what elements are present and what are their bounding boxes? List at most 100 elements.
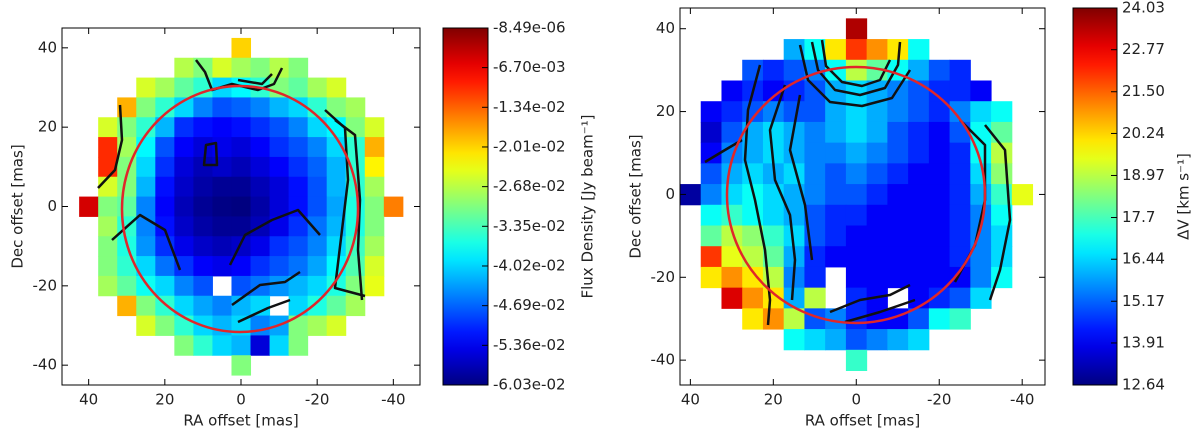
- cell: [364, 216, 385, 237]
- cell: [193, 156, 213, 178]
- cell: [742, 225, 764, 247]
- cell: [845, 266, 868, 289]
- cell: [908, 246, 930, 268]
- cell: [174, 57, 194, 79]
- cell: [212, 97, 232, 118]
- cell: [700, 142, 722, 164]
- cell: [949, 225, 971, 247]
- cell: [136, 176, 156, 198]
- cell: [288, 216, 309, 237]
- cell: [908, 184, 930, 206]
- cell: [307, 156, 328, 178]
- cell: [98, 216, 118, 237]
- cell: [949, 59, 971, 81]
- colorbar-tick-label: -4.69e-02: [493, 296, 566, 314]
- x-tick-label: -40: [381, 391, 406, 409]
- cell: [136, 315, 156, 336]
- cell: [742, 308, 764, 330]
- cell: [117, 275, 137, 297]
- cell: [231, 117, 252, 138]
- cell: [845, 184, 868, 206]
- y-tick-label: 40: [38, 38, 57, 56]
- cell: [970, 163, 992, 185]
- cell: [326, 236, 347, 257]
- cell: [887, 163, 909, 185]
- cell: [307, 315, 328, 336]
- cell: [326, 176, 347, 198]
- y-tick-label: 0: [665, 185, 675, 203]
- cell: [155, 275, 175, 297]
- cell: [928, 80, 951, 102]
- cell: [307, 176, 328, 198]
- cell: [231, 335, 252, 356]
- cell: [307, 256, 328, 277]
- cell: [887, 184, 909, 206]
- cell: [155, 77, 175, 98]
- cell: [307, 137, 328, 158]
- cell: [269, 97, 290, 118]
- cell: [928, 225, 951, 247]
- cell: [928, 101, 951, 123]
- cell: [193, 275, 213, 297]
- cell: [231, 156, 252, 178]
- cell: [307, 236, 328, 257]
- cell: [174, 117, 194, 138]
- cell: [991, 121, 1013, 144]
- cell: [193, 176, 213, 198]
- cell: [174, 137, 194, 158]
- cell: [364, 137, 385, 158]
- cell: [307, 117, 328, 138]
- cell: [155, 117, 175, 138]
- cell: [155, 216, 175, 237]
- cell: [174, 335, 194, 356]
- plot-frame: [679, 7, 1046, 386]
- cell: [307, 275, 328, 297]
- cell: [136, 295, 156, 317]
- cell: [721, 225, 743, 247]
- cell: [250, 335, 271, 356]
- cell: [174, 275, 194, 297]
- cell: [866, 121, 888, 144]
- cell: [98, 236, 118, 257]
- cell: [908, 39, 930, 61]
- cell: [783, 101, 805, 123]
- cell: [887, 329, 909, 351]
- cell: [98, 196, 118, 217]
- cell: [193, 117, 213, 138]
- cell: [269, 176, 290, 198]
- cell: [845, 18, 868, 40]
- y-tick-label: -40: [651, 351, 676, 369]
- cell: [991, 142, 1013, 164]
- cell: [269, 57, 290, 79]
- cell: [970, 80, 992, 102]
- cell: [250, 97, 271, 118]
- colorbar-label: Flux Density [Jy beam⁻¹]: [579, 115, 597, 299]
- cell: [307, 196, 328, 217]
- colorbar-tick-label: -8.49e-06: [493, 19, 566, 37]
- cell: [949, 163, 971, 185]
- cell: [326, 295, 347, 317]
- cell: [908, 308, 930, 330]
- cell: [970, 287, 992, 309]
- cell: [721, 287, 743, 309]
- cell: [250, 236, 271, 257]
- cell: [212, 236, 232, 257]
- cell: [193, 295, 213, 317]
- cell: [762, 204, 785, 226]
- cell: [345, 156, 366, 178]
- cell: [231, 256, 252, 277]
- cell: [269, 236, 290, 257]
- cell: [231, 196, 252, 217]
- cell: [991, 204, 1013, 226]
- contours-left: [97, 59, 366, 334]
- cell: [783, 287, 805, 309]
- colorbar-tick-label: -6.03e-02: [493, 376, 566, 394]
- cell: [155, 315, 175, 336]
- cell: [250, 315, 271, 336]
- x-tick-label: 20: [764, 391, 783, 409]
- cell: [288, 295, 309, 317]
- cell: [804, 101, 826, 123]
- cell: [970, 101, 992, 123]
- cell: [288, 315, 309, 336]
